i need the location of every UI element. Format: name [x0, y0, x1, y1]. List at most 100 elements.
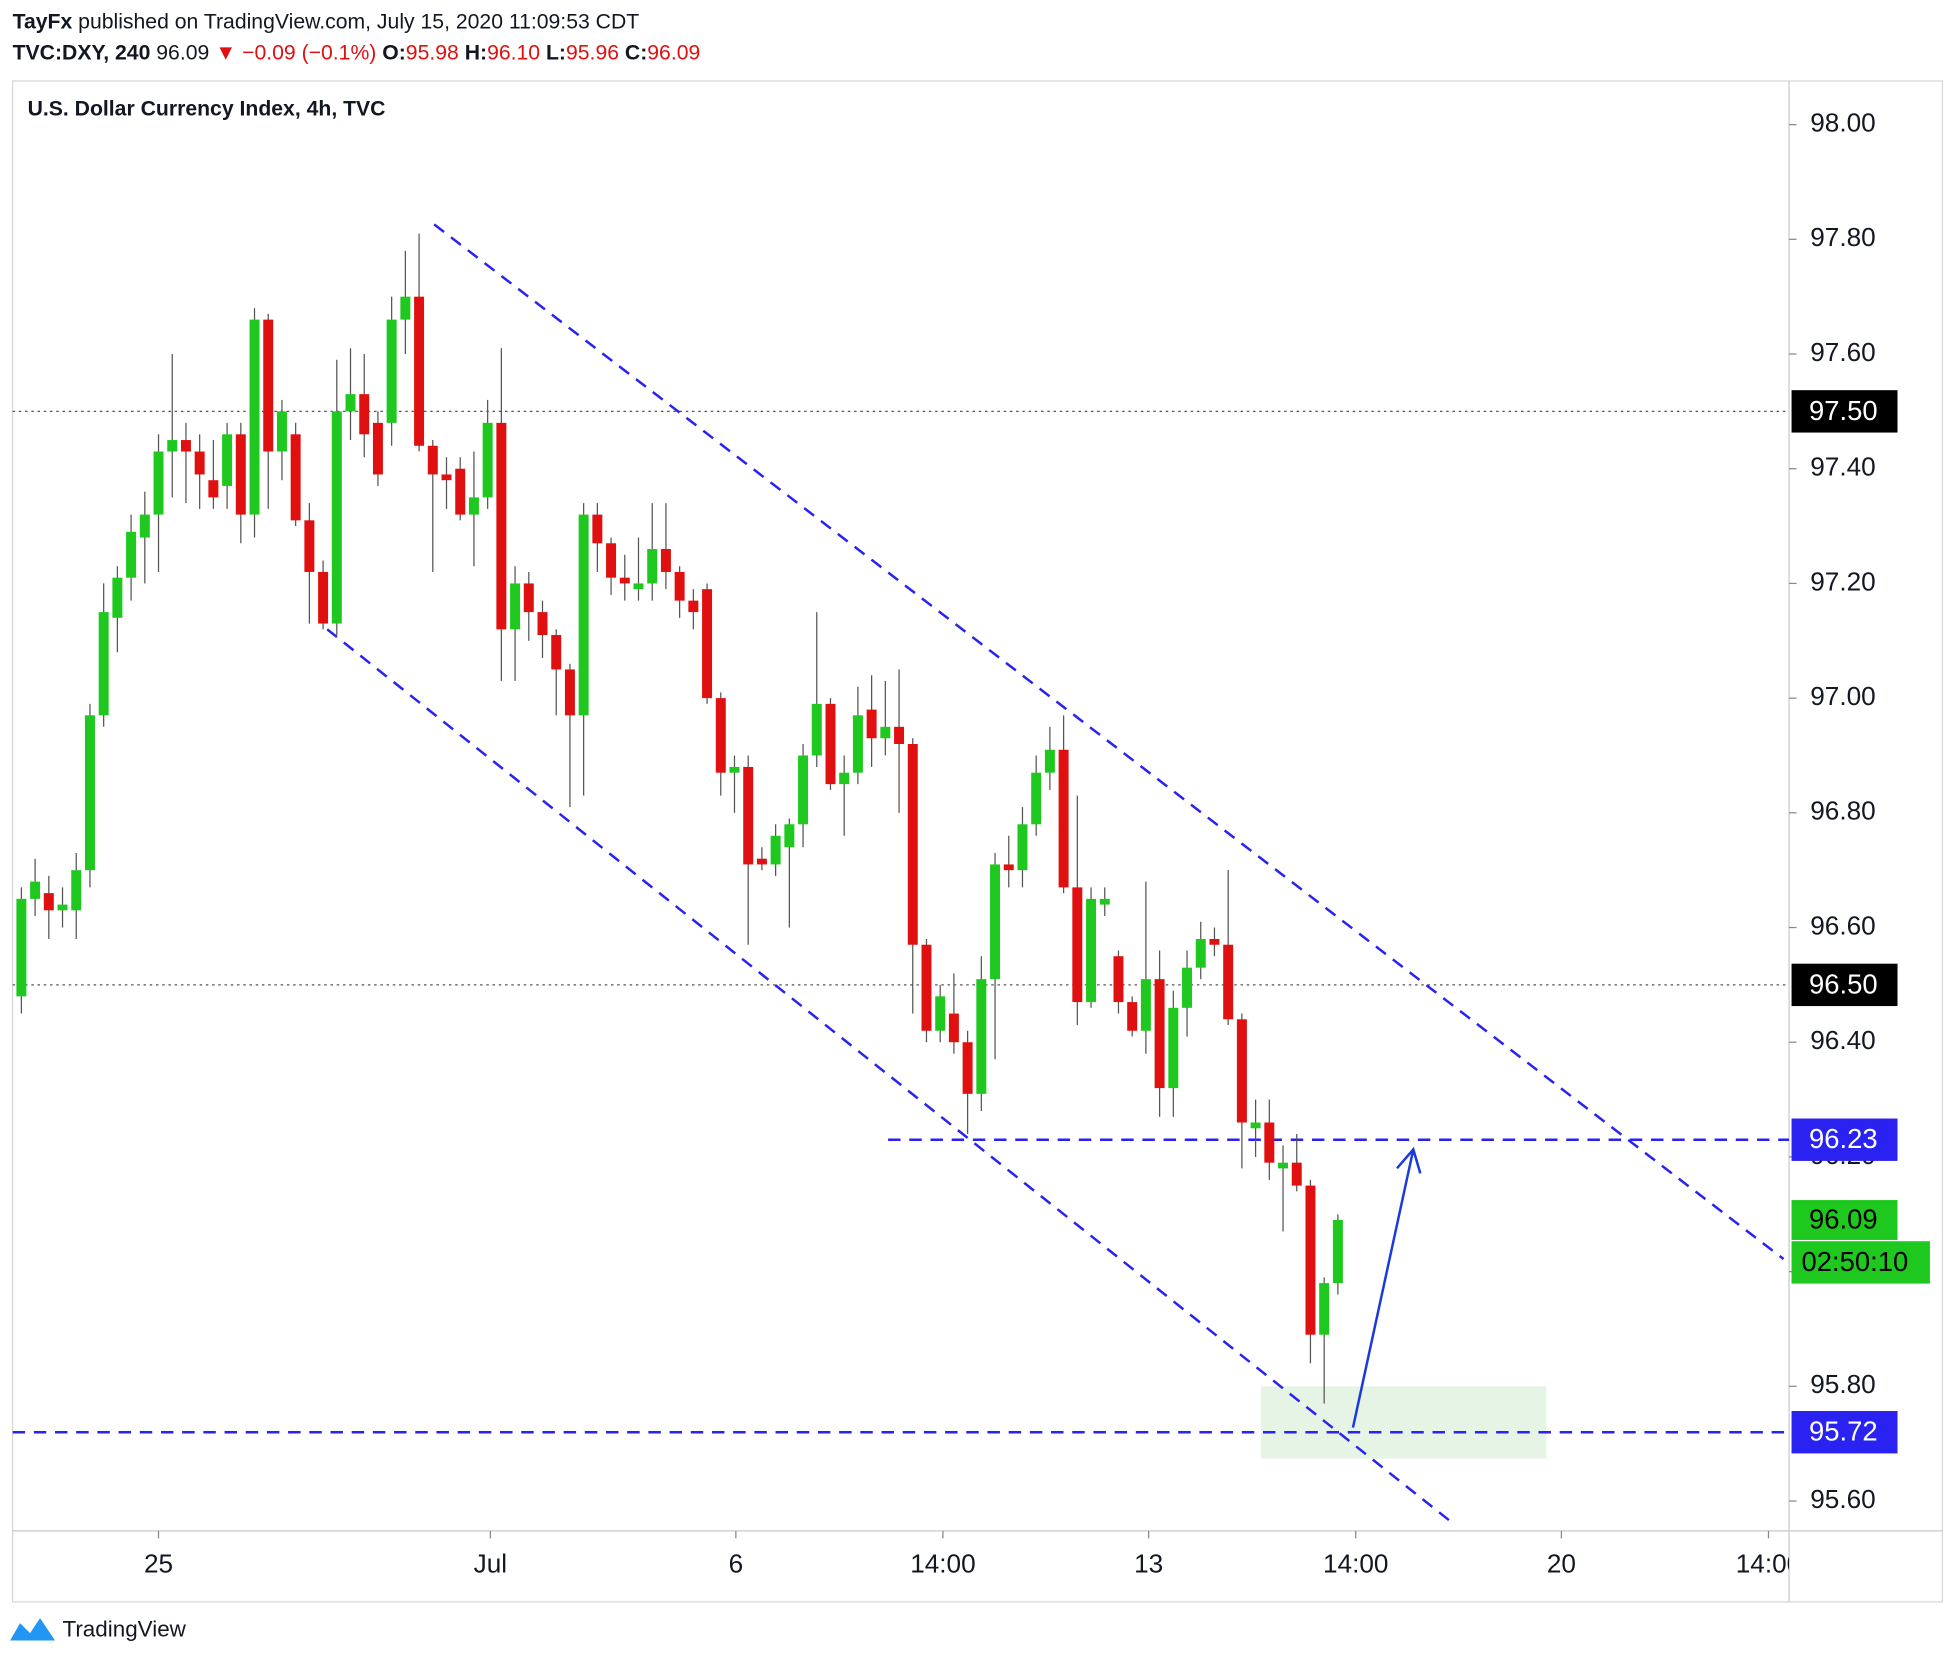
candle-body — [688, 600, 699, 613]
candle-body — [468, 497, 479, 515]
candle-body — [1113, 956, 1124, 1003]
candle-body — [852, 715, 863, 773]
candle-body — [1332, 1220, 1343, 1284]
candle-body — [784, 824, 795, 848]
candle-body — [1250, 1122, 1261, 1129]
x-tick-label: 20 — [1547, 1549, 1576, 1579]
candle-body — [455, 468, 466, 515]
candle-body — [1209, 938, 1220, 945]
candle-body — [180, 440, 191, 452]
candle-body — [647, 549, 658, 584]
publish-line: TayFx published on TradingView.com, July… — [13, 10, 640, 33]
candle-body — [1291, 1162, 1302, 1186]
x-tick-label: 13 — [1134, 1549, 1163, 1579]
candle-body — [770, 835, 781, 865]
level-label: 97.50 — [1809, 395, 1878, 426]
candle-body — [1017, 824, 1028, 871]
candle-body — [372, 422, 383, 475]
candle-body — [1003, 864, 1014, 871]
candle-body — [98, 612, 109, 716]
candle-body — [537, 612, 548, 636]
ohlc-key: H: — [465, 41, 487, 64]
level-label: 96.50 — [1809, 968, 1878, 999]
ohlc-key: L: — [546, 41, 566, 64]
candle-body — [1058, 749, 1069, 888]
candle-body — [139, 514, 150, 538]
candle-body — [441, 474, 452, 481]
candle-body — [153, 451, 164, 515]
candle-body — [386, 319, 397, 423]
ohlc-key: O: — [382, 41, 406, 64]
candle-body — [249, 319, 260, 515]
candle-body — [71, 870, 82, 911]
candle-body — [1127, 1002, 1138, 1031]
candle-body — [510, 583, 521, 630]
candle-body — [1168, 1007, 1179, 1089]
y-tick-label: 98.00 — [1810, 108, 1875, 138]
candle-body — [208, 480, 219, 498]
level-label: 96.23 — [1809, 1123, 1878, 1154]
candle-body — [866, 709, 877, 739]
price-axis: 95.6095.8096.0096.2096.4096.6096.8097.00… — [1789, 108, 1930, 1514]
y-tick-label: 96.40 — [1810, 1025, 1875, 1055]
candle-body — [990, 864, 1001, 980]
y-tick-label: 96.80 — [1810, 796, 1875, 826]
candle-body — [880, 726, 891, 739]
candle-body — [839, 772, 850, 785]
y-tick-label: 97.20 — [1810, 566, 1875, 596]
ohlc-value: 96.09 — [647, 41, 700, 64]
last: 96.09 — [156, 41, 209, 64]
symbol: TVC:DXY, 240 — [13, 41, 151, 64]
candle-body — [43, 893, 54, 911]
candle-body — [1099, 898, 1110, 905]
candle-body — [1305, 1185, 1316, 1335]
candle-body — [222, 434, 233, 486]
ohlc-key: C: — [625, 41, 647, 64]
candle-body — [112, 577, 123, 618]
candle-body — [756, 858, 767, 865]
candle-body — [674, 571, 685, 601]
zone — [1261, 1386, 1547, 1459]
candle-body — [345, 394, 356, 412]
candle-body — [496, 422, 507, 630]
level-label-box — [1791, 963, 1898, 1007]
y-tick-label: 95.80 — [1810, 1369, 1875, 1399]
candle-body — [921, 944, 932, 1031]
level-label-box — [1791, 390, 1898, 433]
candle-body — [1236, 1019, 1247, 1123]
candle-body — [1319, 1283, 1330, 1335]
candle-body — [16, 898, 27, 997]
chart-title: U.S. Dollar Currency Index, 4h, TVC — [28, 97, 386, 120]
candle-body — [1072, 887, 1083, 1003]
y-tick-label: 97.40 — [1810, 452, 1875, 482]
candle-body — [304, 520, 315, 572]
candle-body — [1223, 944, 1234, 1020]
last-price-label: 96.09 — [1809, 1204, 1878, 1235]
candle-body — [1031, 772, 1042, 825]
countdown-box — [1791, 1241, 1930, 1284]
candle-body — [1195, 938, 1206, 968]
candle-body — [1140, 979, 1151, 1031]
level-label-box — [1791, 1118, 1898, 1161]
candle-body — [318, 571, 329, 624]
candle-body — [30, 881, 41, 899]
candle-body — [290, 434, 301, 521]
candle-body — [564, 669, 575, 716]
candle-body — [743, 766, 754, 865]
candle-body — [482, 422, 493, 498]
candle-body — [414, 296, 425, 446]
trend-line — [433, 223, 1785, 1261]
x-tick-label: 14:00 — [910, 1549, 975, 1579]
x-tick-label: 25 — [144, 1549, 173, 1579]
candle-body — [578, 514, 589, 716]
ohlc-value: 95.96 — [566, 41, 619, 64]
candle-body — [948, 1013, 959, 1043]
symbol-line: TVC:DXY, 240 96.09 ▼ −0.09 (−0.1%) O:95.… — [13, 41, 701, 64]
candle-body — [798, 755, 809, 825]
candle-body — [606, 543, 617, 578]
candle-body — [523, 583, 534, 613]
candle-body — [427, 445, 438, 475]
